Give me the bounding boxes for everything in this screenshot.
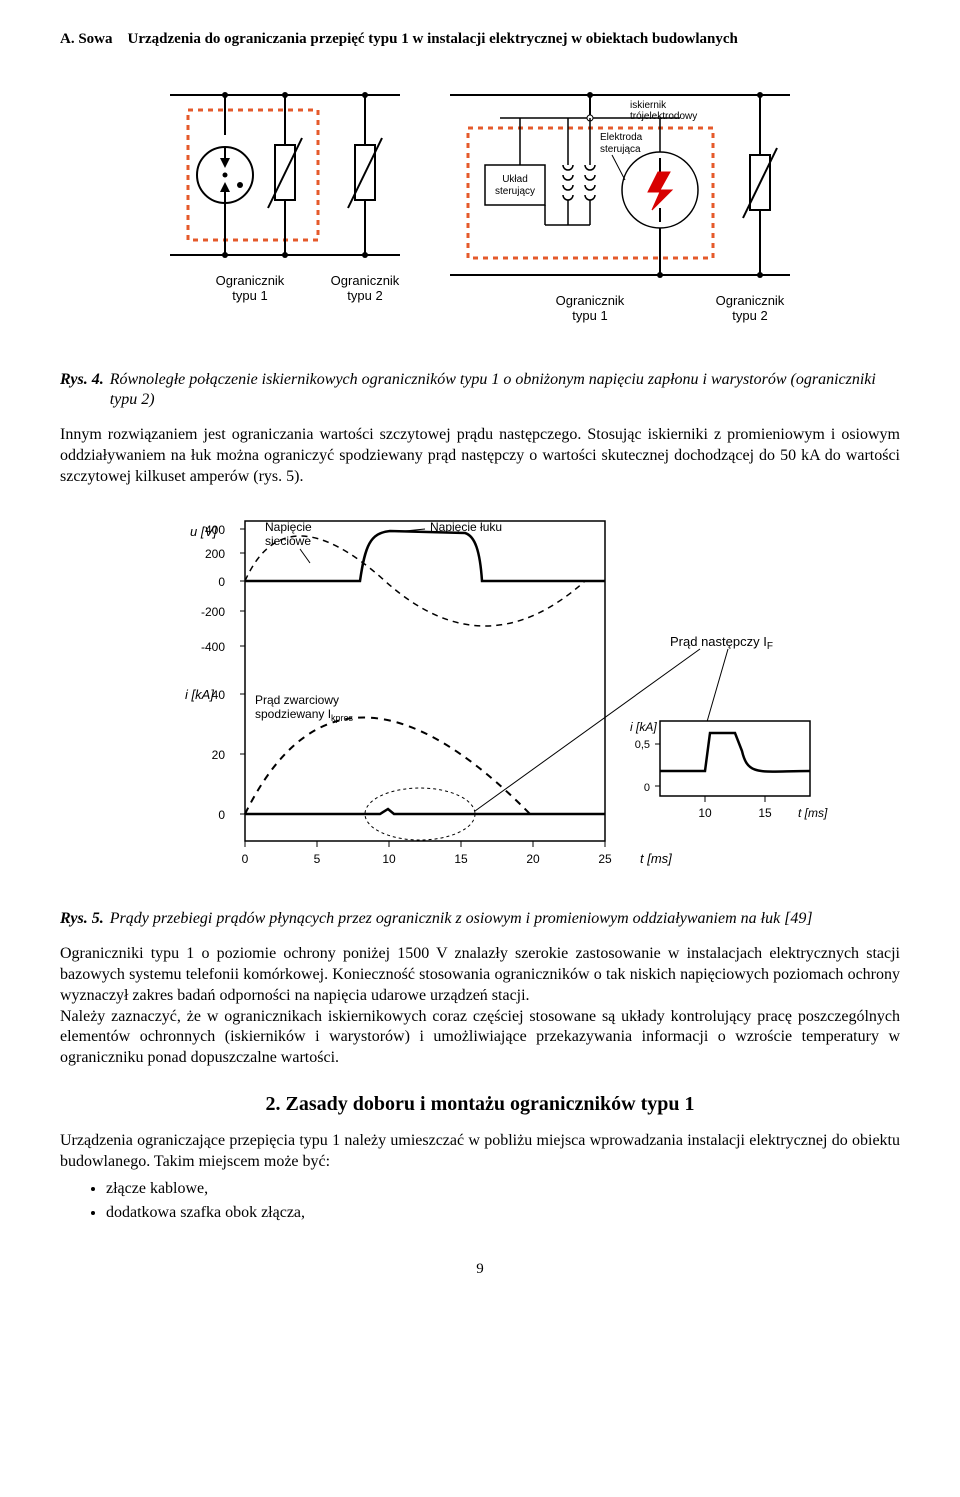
fig4-right-cap2-l1: Ogranicznik [716,293,785,308]
fig5-inset-x-10: 10 [698,806,712,820]
figure-4: Ogranicznik typu 1 Ogranicznik typu 2 Uk… [60,80,900,340]
fig5-inset-y-label: i [kA] [630,720,657,734]
fig5-x-15: 15 [454,852,468,866]
fig5-inset-x-label: t [ms] [798,806,828,820]
fig4-caption-text: Równoległe połączenie iskiernikowych ogr… [110,370,900,412]
fig5-i-tick-20: 20 [212,748,226,762]
fig5-x-10: 10 [382,852,396,866]
fig5-x-5: 5 [314,852,321,866]
fig5-u-tick-m200: -200 [201,605,225,619]
bullet-list: złącze kablowe, dodatkowa szafka obok zł… [60,1179,900,1225]
paragraph-3: Należy zaznaczyć, że w ogranicznikach is… [60,1007,900,1069]
fig4-elektroda-l2: sterująca [600,144,641,155]
fig5-label-zwarciowy-sub: kpros [331,713,354,723]
fig5-inset-y-05: 0,5 [635,739,650,751]
fig4-right-cap1-l1: Ogranicznik [556,293,625,308]
fig5-label-sieciowe-l1: Napięcie [265,520,312,534]
fig4-iskiernik-l2: trójelektrodowy [630,111,697,122]
paragraph-2: Ograniczniki typu 1 o poziomie ochrony p… [60,944,900,1006]
fig5-label-nastepczy-sub: F [767,641,773,652]
fig5-x-25: 25 [598,852,612,866]
fig4-right-cap1-l2: typu 1 [572,308,607,323]
fig5-label-luku: Napięcie łuku [430,520,502,534]
fig4-left-cap1-l1: Ogranicznik [216,273,285,288]
fig5-caption-label: Rys. 5. [60,909,104,930]
fig5-label-nastepczy: Prąd następczy IF [670,634,773,652]
fig5-x-label: t [ms] [640,851,672,866]
figure-4-right: Układ sterujący iskiernik trójelektrodow… [450,80,790,340]
section-2-heading: 2. Zasady doboru i montażu ograniczników… [60,1091,900,1117]
fig5-i-tick-40: 40 [212,688,226,702]
fig5-u-tick-0: 0 [218,575,225,589]
bullet-item: dodatkowa szafka obok złącza, [106,1203,900,1224]
fig5-i-tick-0: 0 [218,808,225,822]
fig4-left-cap1-l2: typu 1 [232,288,267,303]
fig5-x-20: 20 [526,852,540,866]
fig5-i-label: i [kA] [185,687,214,702]
fig5-u-tick-m400: -400 [201,640,225,654]
bullet-item: złącze kablowe, [106,1179,900,1200]
fig5-u-tick-200: 200 [205,547,225,561]
fig5-x-0: 0 [242,852,249,866]
fig5-u-tick-400: 400 [205,523,225,537]
figure-5: u [V] 400 200 0 -200 -400 Napięcie sieci… [130,501,830,891]
header-author: A. Sowa [60,31,113,47]
paragraph-1: Innym rozwiązaniem jest ograniczania war… [60,425,900,487]
header-title: Urządzenia do ograniczania przepięć typu… [128,31,738,47]
fig4-iskiernik-l1: iskiernik [630,100,667,111]
fig4-elektroda-l1: Elektroda [600,132,643,143]
fig4-caption-label: Rys. 4. [60,370,104,412]
fig4-uklad-l1: Układ [502,174,528,185]
fig5-inset-x-15: 15 [758,806,772,820]
fig4-right-cap2-l2: typu 2 [732,308,767,323]
fig4-uklad-l2: sterujący [495,186,535,197]
figure-4-left: Ogranicznik typu 1 Ogranicznik typu 2 [170,80,400,320]
fig5-caption-text: Prądy przebiegi prądów płynących przez o… [110,909,813,930]
paragraph-4: Urządzenia ograniczające przepięcia typu… [60,1131,900,1173]
fig5-label-sieciowe-l2: sieciowe [265,534,311,548]
fig4-left-cap2-l2: typu 2 [347,288,382,303]
fig5-label-zwarciowy-l1: Prąd zwarciowy [255,693,339,707]
page-number: 9 [60,1260,900,1280]
fig4-left-cap2-l1: Ogranicznik [331,273,400,288]
fig5-inset-y-0: 0 [644,782,650,794]
